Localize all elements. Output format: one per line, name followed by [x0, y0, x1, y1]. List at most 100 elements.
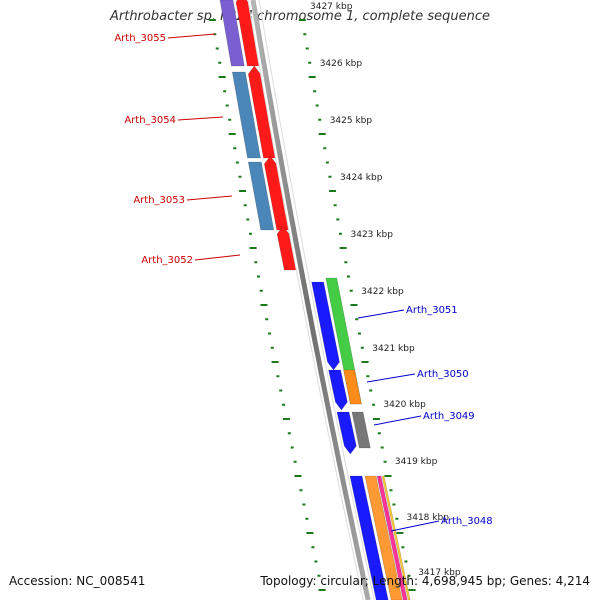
tick-mark [383, 460, 387, 463]
tick-mark [238, 175, 242, 178]
tick-mark [369, 389, 373, 392]
tick-mark [328, 175, 332, 178]
tick-mark [392, 503, 396, 506]
tick-mark [318, 589, 326, 591]
tick-mark [317, 574, 321, 577]
tick-mark [302, 503, 306, 506]
scale-label: 3423 kbp [351, 230, 394, 240]
tick-mark [228, 133, 236, 135]
accession-text: Accession: NC_008541 [9, 574, 146, 588]
gene-feature-block [219, 0, 245, 67]
scale-label: 3427 kbp [310, 2, 353, 12]
tick-mark [235, 161, 239, 164]
tick-mark [380, 446, 384, 449]
tick-mark [294, 475, 302, 477]
tick-mark [357, 332, 361, 335]
gene-cds-arrow [336, 411, 357, 455]
gene-label[interactable]: Arth_3049 [423, 411, 475, 422]
tick-mark [372, 418, 380, 420]
tick-mark [338, 232, 342, 235]
tick-mark [308, 61, 312, 64]
tick-mark [384, 475, 392, 477]
scale-label: 3420 kbp [383, 400, 426, 410]
tick-mark [260, 304, 268, 306]
backbone-group [247, 0, 375, 600]
tick-mark [259, 289, 263, 292]
tick-mark [223, 90, 227, 93]
tick-mark [293, 460, 297, 463]
tick-mark [395, 517, 399, 520]
gene-feature-block [376, 475, 408, 600]
gene-cds-arrow [328, 369, 348, 411]
scale-label: 3421 kbp [372, 344, 415, 354]
scale-label: 3417 kbp [418, 568, 461, 578]
tick-mark [314, 560, 318, 563]
gene-label[interactable]: Arth_3048 [441, 516, 493, 527]
tick-mark [305, 517, 309, 520]
tick-mark [308, 76, 316, 78]
gene-label[interactable]: Arth_3053 [133, 195, 185, 206]
tick-mark [303, 33, 307, 36]
tick-mark [218, 76, 226, 78]
backbone-edge [258, 0, 375, 600]
tick-mark [215, 47, 219, 50]
tick-mark [279, 389, 283, 392]
tick-mark [282, 403, 286, 406]
tick-mark [267, 332, 271, 335]
tick-mark [366, 375, 370, 378]
tick-mark [347, 275, 351, 278]
scale-label: 3426 kbp [320, 59, 363, 69]
scale-label: 3425 kbp [330, 116, 373, 126]
tick-mark [270, 346, 274, 349]
gene-feature-block [381, 475, 411, 600]
tick-mark [401, 546, 405, 549]
gene-cds-arrow [349, 475, 389, 600]
tick-mark [336, 218, 340, 221]
tick-mark [299, 489, 303, 492]
inner-tick-track [208, 19, 326, 591]
label-leader-line [390, 520, 440, 532]
scale-labels: 3427 kbp 3426 kbp 3425 kbp 3424 kbp 3423 kbp… [310, 2, 461, 578]
tick-mark [389, 489, 393, 492]
scale-label: 3422 kbp [361, 287, 404, 297]
tick-mark [344, 261, 348, 264]
tick-mark [218, 61, 222, 64]
tick-mark [249, 247, 257, 249]
gene-feature-block [351, 411, 371, 449]
outer-tick-track [298, 19, 416, 591]
tick-mark [248, 232, 252, 235]
label-leader-line [373, 415, 422, 426]
tick-mark [355, 318, 359, 321]
tick-mark [318, 118, 322, 121]
gene-label[interactable]: Arth_3051 [406, 305, 458, 316]
label-leader-line [177, 116, 224, 121]
gene-labels: Arth_3055 Arth_3054 Arth_3053 Arth_3052 Arth… [114, 33, 493, 532]
gene-label[interactable]: Arth_3054 [124, 115, 176, 126]
map-title: Arthrobacter sp. FB24 chromosome 1, comp… [109, 9, 491, 24]
gene-label[interactable]: Arth_3052 [141, 255, 193, 266]
tick-mark [339, 247, 347, 249]
label-leader-line [357, 309, 405, 319]
tick-mark [318, 133, 326, 135]
tick-mark [329, 190, 337, 192]
tick-mark [372, 403, 376, 406]
gene-cds-arrow [235, 0, 260, 67]
tick-mark [276, 375, 280, 378]
backbone-edge [247, 0, 364, 600]
gene-cds-arrow [311, 281, 340, 371]
gene-feature-block [343, 369, 362, 405]
tick-mark [408, 589, 416, 591]
tick-mark [265, 318, 269, 321]
gene-label[interactable]: Arth_3050 [417, 369, 469, 380]
tick-mark [315, 104, 319, 107]
label-leader-line [366, 373, 416, 383]
gene-label[interactable]: Arth_3055 [114, 33, 166, 44]
tick-mark [208, 19, 216, 21]
tick-mark [243, 204, 247, 207]
tick-mark [233, 147, 237, 150]
tick-mark [313, 90, 317, 93]
tick-mark [361, 361, 369, 363]
tick-mark [282, 418, 290, 420]
tick-mark [407, 574, 411, 577]
